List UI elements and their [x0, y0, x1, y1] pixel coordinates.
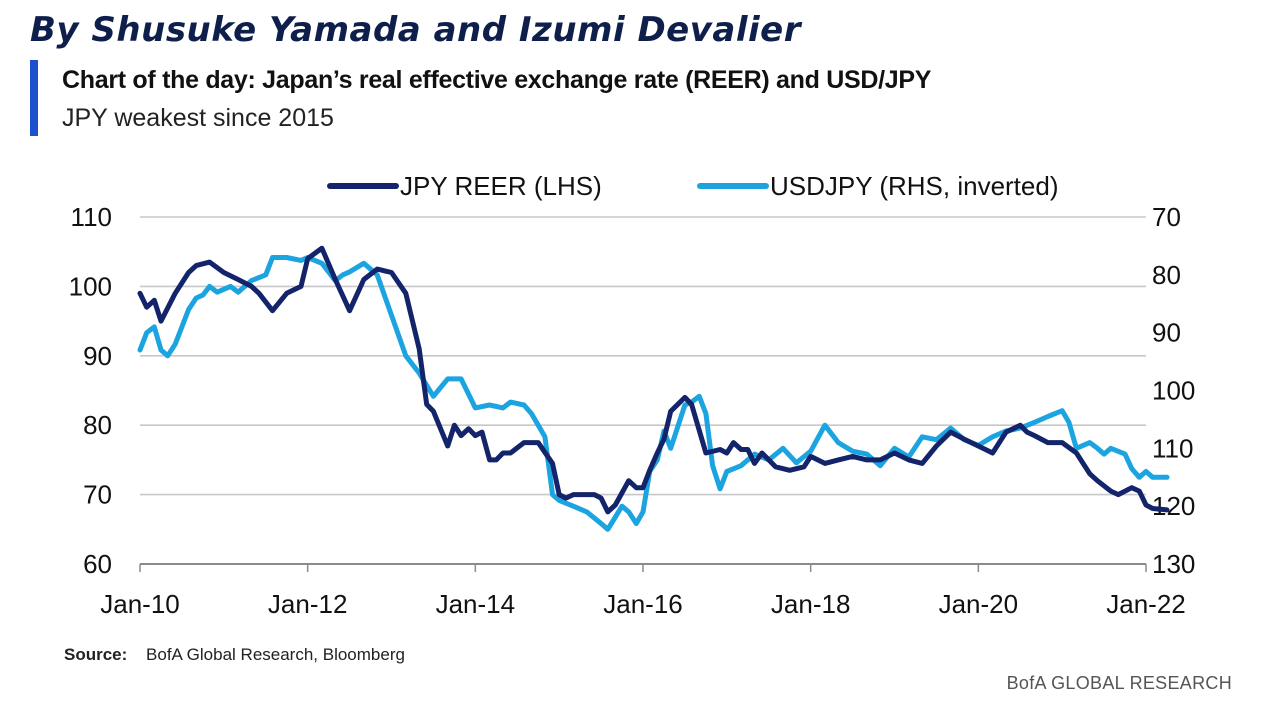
- series-lines: [137, 245, 1170, 532]
- x-tick-label: Jan-16: [603, 589, 683, 619]
- source-text: BofA Global Research, Bloomberg: [146, 645, 405, 664]
- right-tick-label: 70: [1152, 202, 1181, 232]
- right-axis-ticks: 70 80 90 100 110 120 130: [1152, 202, 1195, 579]
- source-label: Source:: [64, 645, 128, 664]
- right-tick-label: 120: [1152, 491, 1195, 521]
- x-tick-label: Jan-10: [100, 589, 180, 619]
- legend: JPY REER (LHS) USDJPY (RHS, inverted): [327, 171, 1059, 201]
- left-tick-label: 110: [71, 202, 112, 232]
- source-note: Source: BofA Global Research, Bloomberg: [64, 645, 405, 665]
- left-tick-label: 100: [69, 271, 112, 301]
- left-tick-label: 80: [83, 410, 112, 440]
- brand-footer: BofA GLOBAL RESEARCH: [1006, 673, 1232, 693]
- right-tick-label: 110: [1152, 433, 1193, 463]
- left-tick-label: 70: [83, 480, 112, 510]
- x-tick-label: Jan-20: [939, 589, 1019, 619]
- right-tick-label: 90: [1152, 318, 1181, 348]
- left-tick-label: 90: [83, 341, 112, 371]
- x-tick-label: Jan-18: [771, 589, 851, 619]
- right-tick-label: 130: [1152, 549, 1195, 579]
- line-chart: 60 70 80 90 100 110 70 80 90 100 110 120 130 Jan-10…: [69, 171, 1196, 619]
- chart-title: Chart of the day: Japan’s real effective…: [62, 66, 932, 94]
- x-axis-ticks: Jan-10 Jan-12 Jan-14 Jan-16 Jan-18 Jan-20 Jan-…: [100, 564, 1186, 619]
- left-axis-ticks: 60 70 80 90 100 110: [69, 202, 112, 579]
- legend-label-jpy-reer: JPY REER (LHS): [400, 171, 602, 201]
- right-tick-label: 80: [1152, 260, 1181, 290]
- left-tick-label: 60: [83, 549, 112, 579]
- legend-label-usdjpy: USDJPY (RHS, inverted): [770, 171, 1059, 201]
- x-tick-label: Jan-12: [268, 589, 348, 619]
- x-tick-label: Jan-22: [1106, 589, 1186, 619]
- x-tick-label: Jan-14: [436, 589, 516, 619]
- chart-subtitle: JPY weakest since 2015: [62, 104, 334, 132]
- title-accent-bar: [30, 60, 38, 136]
- right-tick-label: 100: [1152, 376, 1195, 406]
- author-byline: By Shusuke Yamada and Izumi Devalier: [30, 10, 801, 50]
- series-line-usdjpy: [137, 255, 1170, 532]
- series-line-jpy-reer: [137, 245, 1170, 515]
